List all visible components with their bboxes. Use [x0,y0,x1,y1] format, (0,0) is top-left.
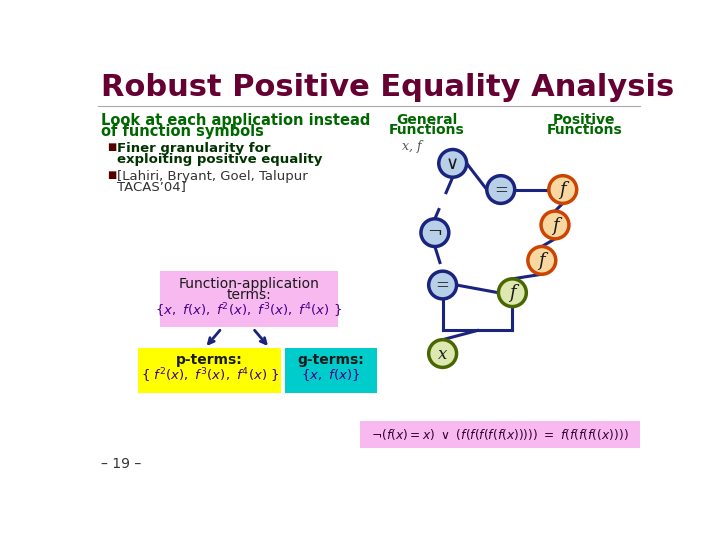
Text: – 19 –: – 19 – [101,457,141,471]
Text: x, f: x, f [402,140,421,153]
Circle shape [428,271,456,299]
Text: =: = [436,278,449,294]
Text: ■: ■ [107,170,117,179]
Circle shape [498,279,526,307]
Text: of function symbols: of function symbols [101,124,264,139]
Text: f: f [559,181,566,199]
FancyBboxPatch shape [138,348,282,393]
Text: f: f [552,217,558,235]
Text: Robust Positive Equality Analysis: Robust Positive Equality Analysis [101,72,674,102]
Text: Look at each application instead: Look at each application instead [101,112,370,127]
Text: $\{\ f^2(x),\ f^3(x),\ f^4(x)\ \}$: $\{\ f^2(x),\ f^3(x),\ f^4(x)\ \}$ [140,367,279,385]
Text: $\neg(f(x){=}x)\ \vee\ (f(f(f(f(f(x)))))\ =\ f(f(f(f((x))))$: $\neg(f(x){=}x)\ \vee\ (f(f(f(f(f(x)))))… [371,427,629,442]
Circle shape [487,176,515,204]
Circle shape [549,176,577,204]
Text: $\{x,\ f(x),\ f^2(x),\ f^3(x),\ f^4(x)\ \}$: $\{x,\ f(x),\ f^2(x),\ f^3(x),\ f^4(x)\ … [156,301,342,320]
Text: ∨: ∨ [446,155,459,173]
Text: General: General [397,112,458,126]
Text: TACAS’04]: TACAS’04] [117,180,186,193]
Circle shape [528,247,556,274]
Text: Functions: Functions [390,123,465,137]
Text: [Lahiri, Bryant, Goel, Talupur: [Lahiri, Bryant, Goel, Talupur [117,170,308,183]
Text: f: f [539,252,545,270]
Circle shape [438,150,467,177]
Text: Function-application: Function-application [179,278,319,291]
Text: x: x [438,346,447,363]
Circle shape [428,340,456,367]
FancyBboxPatch shape [285,348,377,393]
Text: exploiting positive equality: exploiting positive equality [117,153,323,166]
Text: p-terms:: p-terms: [176,353,243,367]
FancyBboxPatch shape [160,271,338,327]
Text: Positive: Positive [553,112,616,126]
Text: Finer granularity for: Finer granularity for [117,142,271,155]
Circle shape [421,219,449,247]
Text: Functions: Functions [546,123,622,137]
Text: g-terms:: g-terms: [297,353,364,367]
Text: ■: ■ [107,142,117,152]
Text: =: = [494,182,508,199]
Circle shape [541,211,569,239]
Text: terms:: terms: [227,288,271,302]
Text: ¬: ¬ [428,225,442,242]
FancyBboxPatch shape [360,421,640,448]
Text: f: f [509,285,516,302]
Text: $\{x,\ f(x)\}$: $\{x,\ f(x)\}$ [302,367,361,382]
